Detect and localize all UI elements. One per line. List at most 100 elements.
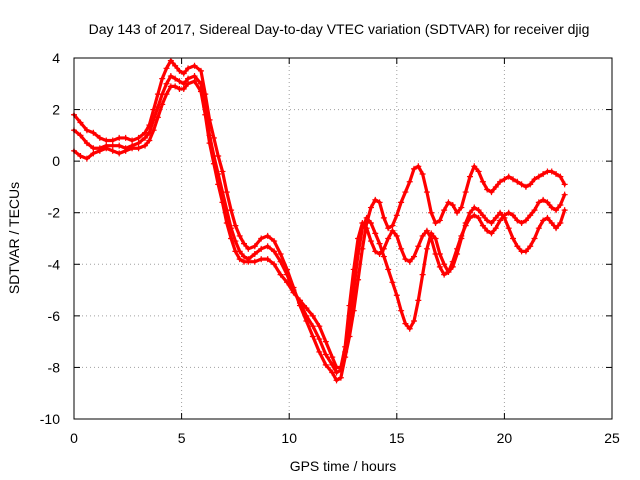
trace-segment (464, 175, 472, 194)
trace-segment (421, 172, 429, 194)
trace-segment (160, 92, 169, 107)
trace-segment (220, 190, 229, 212)
trace-segment (433, 252, 442, 269)
trace-segment (278, 260, 289, 277)
trace-segment (229, 226, 237, 243)
trace-segment (152, 92, 160, 112)
trace-segment (152, 115, 160, 132)
trace-segment (225, 221, 233, 241)
trace-segment (233, 224, 242, 238)
trace-segment (272, 262, 283, 277)
x-tick-label: 15 (389, 430, 405, 446)
trace-segment (377, 200, 386, 220)
trace-segment (192, 74, 203, 86)
trace-segment (369, 239, 377, 253)
data-point (561, 207, 568, 214)
trace-segment (229, 208, 237, 228)
trace-segment (507, 226, 515, 241)
trace-segment (207, 118, 216, 140)
trace-segment (382, 216, 390, 230)
x-tick-label: 20 (497, 430, 513, 446)
trace-segment (285, 280, 296, 295)
y-tick-label: -10 (40, 411, 60, 427)
trace-segment (558, 193, 567, 207)
trace-segment (558, 208, 567, 225)
trace-segment (390, 213, 399, 228)
trace-segment (203, 113, 212, 145)
trace-segment (160, 66, 169, 81)
y-tick-label: -4 (48, 256, 61, 272)
trace-segment (291, 291, 302, 302)
trace-segment (408, 167, 416, 184)
trace-segment (216, 172, 225, 194)
trace-segment (416, 234, 425, 248)
data-point (561, 191, 568, 198)
trace-segment (399, 309, 408, 326)
grid-lines (74, 58, 612, 419)
trace-segment (451, 247, 459, 264)
trace-segment (147, 118, 156, 135)
trace-segment (343, 303, 352, 349)
y-tick-label: 0 (52, 153, 60, 169)
series-trace (71, 78, 568, 371)
y-tick-label: -6 (48, 308, 61, 324)
trace-segment (212, 162, 220, 186)
trace-segment (233, 239, 242, 253)
trace-segment (212, 136, 220, 158)
trace-segment (421, 247, 429, 277)
trace-segment (356, 221, 364, 241)
x-tick-label: 10 (281, 430, 297, 446)
trace-segment (330, 355, 339, 370)
trace-segment (220, 200, 229, 225)
trace-segment (412, 244, 420, 259)
trace-segment (311, 334, 321, 354)
trace-segment (459, 224, 468, 238)
plot-frame (73, 57, 613, 420)
trace-segment (399, 190, 408, 204)
trace-segment (324, 352, 334, 367)
trace-segment (352, 252, 360, 292)
trace-segment (304, 306, 315, 318)
trace-segment (147, 128, 156, 143)
trace-segment (317, 324, 328, 344)
trace-segment (311, 324, 321, 341)
trace-segment (304, 319, 315, 339)
trace-segment (438, 208, 446, 223)
trace-segment (446, 260, 455, 274)
trace-segment (285, 273, 296, 292)
trace-segment (278, 252, 289, 272)
trace-segment (220, 169, 229, 194)
chart-title: Day 143 of 2017, Sidereal Day-to-day VTE… (89, 21, 590, 37)
trace-segment (156, 77, 164, 96)
x-tick-labels: 0 5 10 15 20 25 (70, 58, 620, 446)
trace-segment (78, 120, 89, 132)
trace-segment (311, 314, 321, 328)
trace-segment (317, 337, 328, 357)
trace-segment (72, 113, 83, 125)
trace-segment (339, 345, 347, 370)
trace-segment (324, 363, 334, 375)
data-point (561, 181, 568, 188)
trace-segment (412, 298, 420, 323)
trace-segment (352, 236, 360, 272)
trace-segment (476, 169, 485, 184)
trace-segment (160, 82, 169, 96)
trace-segment (147, 107, 156, 127)
trace-segment (78, 133, 89, 145)
trace-segment (365, 226, 373, 243)
trace-segment (347, 267, 356, 308)
trace-segment (317, 350, 328, 367)
y-tick-label: 2 (52, 102, 60, 118)
trace-segment (352, 278, 360, 313)
trace-segment (373, 231, 382, 246)
trace-segment (156, 92, 164, 109)
data-points (71, 57, 568, 384)
trace-segment (324, 340, 334, 359)
trace-segment (199, 89, 207, 117)
trace-segment (272, 249, 283, 264)
y-tick-label: -2 (48, 205, 61, 221)
x-tick-label: 5 (178, 430, 186, 446)
trace-segment (212, 154, 220, 176)
trace-segment (395, 293, 403, 313)
